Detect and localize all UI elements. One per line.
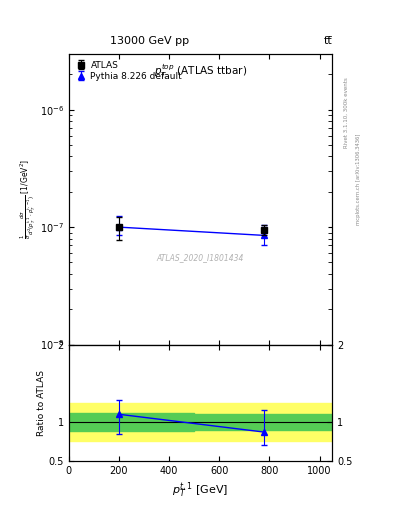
Y-axis label: Ratio to ATLAS: Ratio to ATLAS (37, 370, 46, 436)
Text: Rivet 3.1.10, 300k events: Rivet 3.1.10, 300k events (344, 77, 349, 148)
Text: mcplots.cern.ch [arXiv:1306.3436]: mcplots.cern.ch [arXiv:1306.3436] (356, 134, 361, 225)
Text: $p_T^{top}$ (ATLAS ttbar): $p_T^{top}$ (ATLAS ttbar) (154, 62, 247, 80)
Text: tt̅: tt̅ (323, 36, 332, 46)
Text: ATLAS_2020_I1801434: ATLAS_2020_I1801434 (157, 253, 244, 262)
Y-axis label: $\frac{1}{\sigma}\frac{d\sigma}{d^2(p_T^{t,1}\cdot p_T^{t,-1})}$ [1/GeV$^2$]: $\frac{1}{\sigma}\frac{d\sigma}{d^2(p_T^… (19, 159, 39, 239)
Text: 13000 GeV pp: 13000 GeV pp (110, 36, 189, 46)
Legend: ATLAS, Pythia 8.226 default: ATLAS, Pythia 8.226 default (73, 58, 185, 83)
X-axis label: $p_T^{t,1}$ [GeV]: $p_T^{t,1}$ [GeV] (172, 481, 229, 501)
